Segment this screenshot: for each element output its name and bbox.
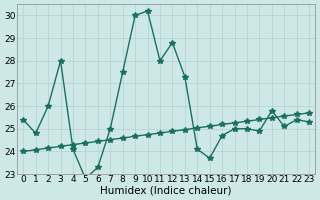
X-axis label: Humidex (Indice chaleur): Humidex (Indice chaleur)	[100, 186, 232, 196]
